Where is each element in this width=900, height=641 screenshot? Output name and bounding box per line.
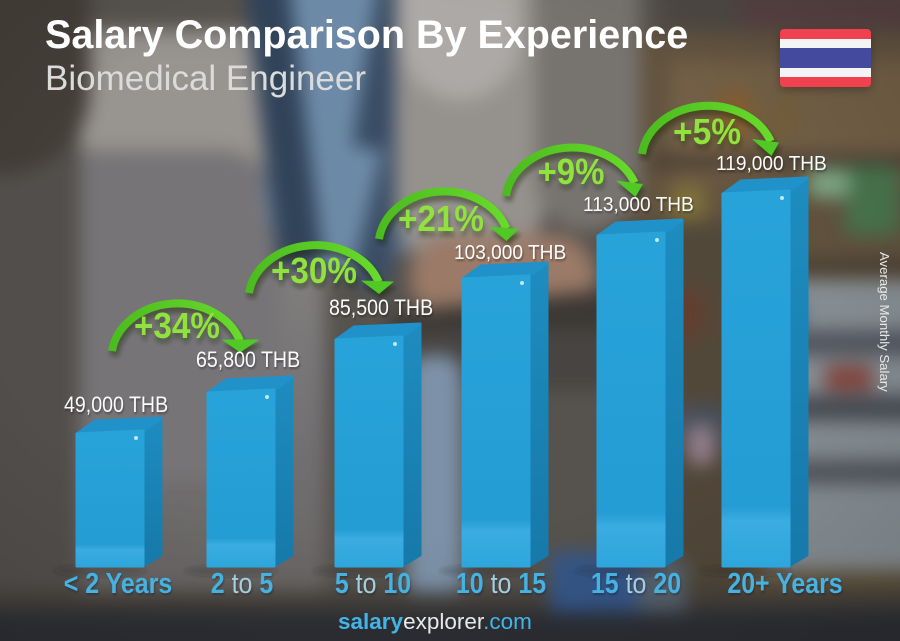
svg-text:+21%: +21%: [399, 203, 485, 244]
svg-text:+5%: +5%: [674, 116, 742, 157]
svg-text:+5%: +5%: [673, 111, 741, 152]
svg-text:+9%: +9%: [538, 151, 605, 192]
svg-text:+34%: +34%: [134, 305, 220, 346]
svg-text:+30%: +30%: [271, 250, 357, 291]
svg-text:+21%: +21%: [398, 198, 484, 239]
svg-text:+30%: +30%: [272, 255, 358, 296]
svg-text:+34%: +34%: [135, 310, 221, 351]
svg-text:+9%: +9%: [539, 156, 606, 197]
